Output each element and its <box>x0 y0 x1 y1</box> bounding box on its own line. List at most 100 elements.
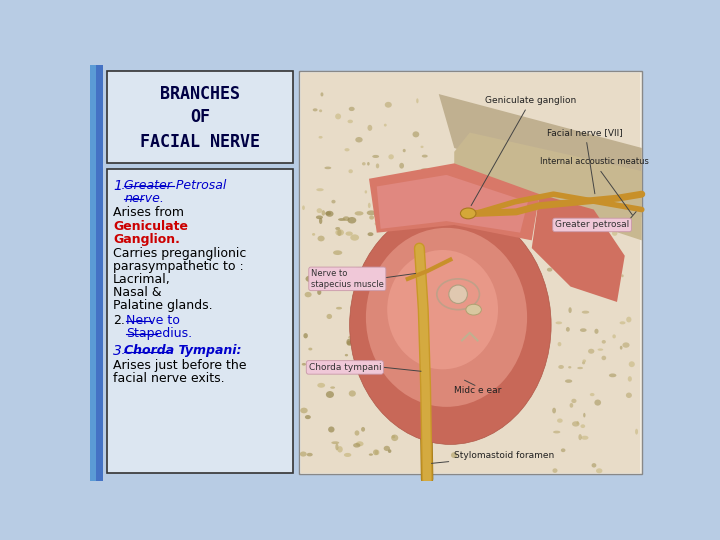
Ellipse shape <box>337 230 341 236</box>
Ellipse shape <box>424 276 428 282</box>
Ellipse shape <box>338 268 345 273</box>
Bar <box>100 65 103 481</box>
Text: Greater Petrosal: Greater Petrosal <box>124 179 227 192</box>
Ellipse shape <box>305 415 311 419</box>
Ellipse shape <box>621 274 624 277</box>
Ellipse shape <box>449 241 456 247</box>
Ellipse shape <box>318 136 323 139</box>
Ellipse shape <box>400 284 406 289</box>
Ellipse shape <box>420 427 426 431</box>
Ellipse shape <box>553 431 560 434</box>
Ellipse shape <box>598 348 603 351</box>
Text: OF: OF <box>190 108 210 126</box>
Ellipse shape <box>331 200 336 204</box>
Text: parasympathetic to :: parasympathetic to : <box>113 260 244 273</box>
Ellipse shape <box>384 206 391 208</box>
Text: Chorda tympani: Chorda tympani <box>309 363 381 372</box>
Ellipse shape <box>402 149 406 152</box>
Ellipse shape <box>429 312 437 318</box>
Ellipse shape <box>355 211 364 215</box>
Ellipse shape <box>431 370 435 373</box>
Ellipse shape <box>335 113 341 119</box>
Ellipse shape <box>557 342 562 346</box>
Ellipse shape <box>394 410 401 413</box>
Ellipse shape <box>413 131 419 137</box>
Ellipse shape <box>420 146 423 148</box>
Ellipse shape <box>635 429 638 435</box>
Ellipse shape <box>461 208 476 219</box>
Text: Midc e ear: Midc e ear <box>454 386 501 395</box>
Ellipse shape <box>565 380 572 383</box>
Ellipse shape <box>619 321 626 325</box>
Ellipse shape <box>384 102 392 107</box>
Ellipse shape <box>585 268 590 273</box>
Ellipse shape <box>449 299 455 305</box>
Ellipse shape <box>312 109 318 111</box>
Ellipse shape <box>355 137 363 143</box>
Ellipse shape <box>336 227 340 230</box>
Ellipse shape <box>348 120 353 123</box>
Ellipse shape <box>357 339 364 343</box>
Ellipse shape <box>355 267 363 272</box>
Text: FACIAL NERVE: FACIAL NERVE <box>140 133 260 151</box>
Ellipse shape <box>628 376 632 382</box>
Ellipse shape <box>598 289 603 293</box>
Ellipse shape <box>374 212 378 218</box>
Ellipse shape <box>328 275 336 281</box>
Ellipse shape <box>351 368 356 374</box>
Ellipse shape <box>344 453 351 457</box>
Ellipse shape <box>588 349 595 354</box>
Ellipse shape <box>442 216 448 222</box>
Ellipse shape <box>580 424 585 428</box>
Ellipse shape <box>429 437 433 440</box>
Ellipse shape <box>392 435 395 438</box>
Text: Stapedius.: Stapedius. <box>126 327 192 340</box>
Ellipse shape <box>397 192 400 197</box>
Ellipse shape <box>374 379 379 382</box>
Ellipse shape <box>372 155 379 158</box>
Ellipse shape <box>364 190 367 193</box>
Ellipse shape <box>402 247 411 253</box>
Ellipse shape <box>319 110 322 112</box>
Text: Chorda Tympani:: Chorda Tympani: <box>124 345 242 357</box>
Ellipse shape <box>561 448 565 452</box>
Ellipse shape <box>316 215 323 219</box>
Ellipse shape <box>620 346 623 349</box>
Ellipse shape <box>356 441 364 447</box>
Ellipse shape <box>568 366 572 368</box>
Ellipse shape <box>387 250 498 369</box>
Ellipse shape <box>415 301 420 305</box>
Ellipse shape <box>406 309 410 312</box>
Text: Nerve to
stapecius muscle: Nerve to stapecius muscle <box>311 269 384 288</box>
Ellipse shape <box>421 168 428 171</box>
Ellipse shape <box>368 202 371 208</box>
Ellipse shape <box>381 381 390 386</box>
Ellipse shape <box>433 400 441 403</box>
Ellipse shape <box>348 217 356 224</box>
Ellipse shape <box>438 353 443 358</box>
Ellipse shape <box>362 162 366 165</box>
Ellipse shape <box>596 468 603 473</box>
Ellipse shape <box>451 452 457 458</box>
Ellipse shape <box>367 232 374 236</box>
Polygon shape <box>438 94 642 217</box>
Ellipse shape <box>336 230 344 236</box>
Ellipse shape <box>365 293 372 299</box>
Ellipse shape <box>428 186 430 191</box>
Ellipse shape <box>433 219 436 222</box>
Ellipse shape <box>302 205 305 210</box>
Text: facial nerve exits.: facial nerve exits. <box>113 372 225 385</box>
Ellipse shape <box>334 362 338 364</box>
Ellipse shape <box>388 154 394 159</box>
Ellipse shape <box>449 265 452 269</box>
Ellipse shape <box>466 304 482 315</box>
Bar <box>300 71 642 475</box>
Bar <box>90 65 96 481</box>
Ellipse shape <box>373 449 379 455</box>
Ellipse shape <box>618 273 621 276</box>
Ellipse shape <box>350 234 359 241</box>
Circle shape <box>449 285 467 303</box>
Ellipse shape <box>366 228 527 407</box>
Ellipse shape <box>428 241 435 246</box>
Ellipse shape <box>581 436 588 440</box>
